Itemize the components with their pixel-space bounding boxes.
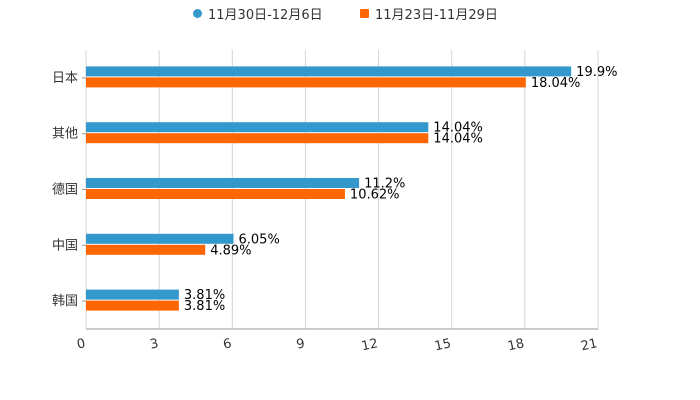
bar-series2 — [86, 300, 179, 311]
bar-series2 — [86, 77, 526, 88]
legend-label-series2: 11月23日-11月29日 — [375, 8, 498, 23]
x-tick-label: 21 — [580, 336, 599, 354]
data-label-series2: 3.81% — [184, 299, 225, 314]
legend-label-series1: 11月30日-12月6日 — [208, 8, 323, 23]
legend-marker-series1 — [193, 9, 202, 18]
bar-series2 — [86, 133, 429, 144]
x-tick-label: 0 — [76, 336, 87, 352]
data-label-series1: 3.81% — [184, 288, 225, 303]
legend-item-series2[interactable]: 11月23日-11月29日 — [360, 4, 498, 23]
bar-series2 — [86, 189, 345, 199]
data-label-series2: 10.62% — [350, 188, 400, 203]
legend-item-series1[interactable]: 11月30日-12月6日 — [193, 4, 323, 23]
data-label-series2: 14.04% — [433, 132, 483, 147]
x-tick-label: 6 — [222, 336, 233, 352]
x-tick-label: 12 — [360, 336, 379, 354]
bar-series1 — [86, 66, 572, 77]
bar-series1 — [86, 122, 429, 133]
data-label-series1: 19.9% — [576, 65, 617, 80]
data-label-series1: 11.2% — [364, 177, 405, 192]
x-tick-label: 15 — [433, 336, 452, 354]
y-category-label: 其他 — [52, 127, 78, 142]
bar-series1 — [86, 289, 179, 300]
bar-series1 — [86, 178, 360, 188]
bar-series2 — [86, 244, 206, 255]
x-tick-label: 18 — [506, 336, 525, 354]
legend: 11月30日-12月6日 11月23日-11月29日 — [0, 4, 700, 24]
y-category-label: 德国 — [52, 183, 78, 198]
x-tick-label: 3 — [149, 336, 160, 352]
data-label-series2: 18.04% — [531, 76, 581, 91]
x-tick-label: 9 — [295, 336, 306, 352]
bar-series1 — [86, 233, 234, 244]
data-label-series2: 4.89% — [210, 243, 251, 258]
data-label-series1: 6.05% — [239, 232, 280, 247]
data-label-series1: 14.04% — [433, 121, 483, 136]
y-category-label: 中国 — [52, 238, 78, 253]
y-category-label: 日本 — [52, 71, 78, 86]
y-category-label: 韩国 — [52, 294, 78, 309]
legend-marker-series2 — [360, 9, 369, 18]
